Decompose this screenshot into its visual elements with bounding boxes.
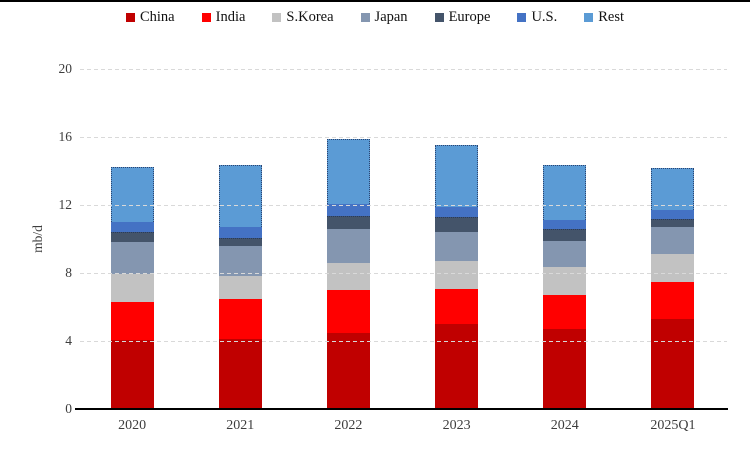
bar-segment-europe-2024 (543, 228, 587, 241)
bar-segment-india-2020 (110, 301, 154, 341)
y-tick-label-12: 12 (58, 197, 73, 212)
bar-segment-europe-2023 (435, 216, 479, 233)
legend-swatch-rest (584, 13, 594, 22)
y-tick-label-20: 20 (58, 61, 73, 76)
bar-segment-s-korea-2025q1 (651, 254, 695, 283)
legend-label-u-s: U.S. (531, 9, 558, 25)
y-axis-title: mb/d (30, 225, 45, 253)
y-tick-label-8: 8 (65, 265, 72, 280)
bar-segment-japan-2025q1 (651, 227, 695, 255)
legend-label-india: India (215, 9, 246, 25)
bar-column-2023 (403, 69, 511, 409)
legend-swatch-s-korea (272, 13, 282, 22)
bar-segment-rest-2020 (110, 166, 154, 223)
bar-segment-japan-2022 (326, 228, 370, 263)
stacked-bar-2024 (543, 165, 587, 409)
bar-segment-u-s-2020 (110, 222, 154, 233)
x-axis-line (75, 408, 728, 410)
bar-segment-china-2025q1 (651, 318, 695, 409)
bar-column-2021 (186, 69, 294, 409)
legend: China India S.Korea Japan Europe U.S. Rest (0, 9, 750, 26)
bar-segment-china-2024 (543, 329, 587, 409)
bar-segment-s-korea-2021 (218, 275, 262, 300)
x-tick-label-2021: 2021 (226, 418, 255, 433)
bar-segment-europe-2022 (326, 216, 370, 229)
legend-swatch-china (125, 13, 135, 22)
x-tick-label-2025q1: 2025Q1 (650, 418, 696, 433)
bar-segment-india-2023 (435, 289, 479, 324)
legend-item-u-s: U.S. (517, 9, 557, 26)
bar-segment-india-2025q1 (651, 282, 695, 319)
stacked-bar-2022 (326, 138, 370, 409)
bar-segment-india-2022 (326, 290, 370, 334)
x-axis-labels: 2020 2021 2022 2023 2024 2025Q1 (78, 418, 727, 434)
bar-column-2025q1 (619, 69, 727, 409)
bar-segment-rest-2022 (326, 138, 370, 205)
stacked-bar-2023 (435, 144, 479, 409)
legend-item-s-korea: S.Korea (272, 9, 334, 26)
bar-segment-rest-2024 (543, 165, 587, 221)
bar-segment-india-2024 (543, 295, 587, 330)
bar-segment-china-2021 (218, 339, 262, 409)
stacked-bar-2021 (218, 165, 262, 409)
y-tick-label-4: 4 (65, 333, 72, 348)
stacked-bar-2020 (110, 166, 154, 409)
x-tick-label-2020: 2020 (118, 418, 147, 433)
y-tick-label-0: 0 (65, 401, 72, 416)
bar-segment-europe-2025q1 (651, 218, 695, 228)
bar-segment-s-korea-2020 (110, 273, 154, 302)
x-tick-label-2024: 2024 (550, 418, 579, 433)
legend-item-europe: Europe (434, 9, 491, 26)
bar-segment-rest-2023 (435, 144, 479, 207)
legend-swatch-india (201, 13, 211, 22)
bar-segment-europe-2020 (110, 232, 154, 242)
stacked-bar-2025q1 (651, 167, 695, 409)
bar-segment-s-korea-2024 (543, 267, 587, 296)
bar-segment-india-2021 (218, 299, 262, 340)
y-tick-label-16: 16 (58, 129, 73, 144)
legend-label-china: China (139, 9, 175, 25)
legend-label-s-korea: S.Korea (286, 9, 334, 25)
bar-segment-china-2023 (435, 324, 479, 409)
y-axis-ticks: 0 4 8 12 16 20 (0, 2, 73, 451)
bar-segment-u-s-2022 (326, 204, 370, 217)
bar-column-2022 (294, 69, 402, 409)
legend-label-europe: Europe (448, 9, 491, 25)
bar-segment-u-s-2025q1 (651, 210, 695, 219)
bar-segment-china-2022 (326, 333, 370, 409)
bar-segment-japan-2021 (218, 245, 262, 276)
bar-segment-rest-2025q1 (651, 167, 695, 211)
legend-label-japan: Japan (374, 9, 408, 25)
legend-item-india: India (201, 9, 246, 26)
bar-segment-u-s-2021 (218, 227, 262, 239)
bar-segment-japan-2024 (543, 240, 587, 268)
plot-area (75, 69, 728, 410)
legend-item-japan: Japan (360, 9, 408, 26)
bar-segment-europe-2021 (218, 238, 262, 246)
legend-swatch-u-s (517, 13, 527, 22)
bar-segment-s-korea-2022 (326, 262, 370, 291)
bar-segment-rest-2021 (218, 165, 262, 228)
legend-swatch-europe (434, 13, 444, 22)
bar-segment-japan-2023 (435, 232, 479, 262)
bar-segment-s-korea-2023 (435, 261, 479, 290)
bars-container (78, 69, 727, 409)
x-tick-label-2023: 2023 (442, 418, 471, 433)
bar-segment-u-s-2024 (543, 220, 587, 229)
bar-segment-u-s-2023 (435, 206, 479, 217)
bar-segment-china-2020 (110, 340, 154, 409)
legend-item-rest: Rest (584, 9, 624, 26)
legend-label-rest: Rest (598, 9, 625, 25)
legend-item-china: China (125, 9, 175, 26)
bar-segment-japan-2020 (110, 241, 154, 274)
bar-column-2024 (511, 69, 619, 409)
x-tick-label-2022: 2022 (334, 418, 363, 433)
bar-column-2020 (78, 69, 186, 409)
legend-swatch-japan (360, 13, 370, 22)
